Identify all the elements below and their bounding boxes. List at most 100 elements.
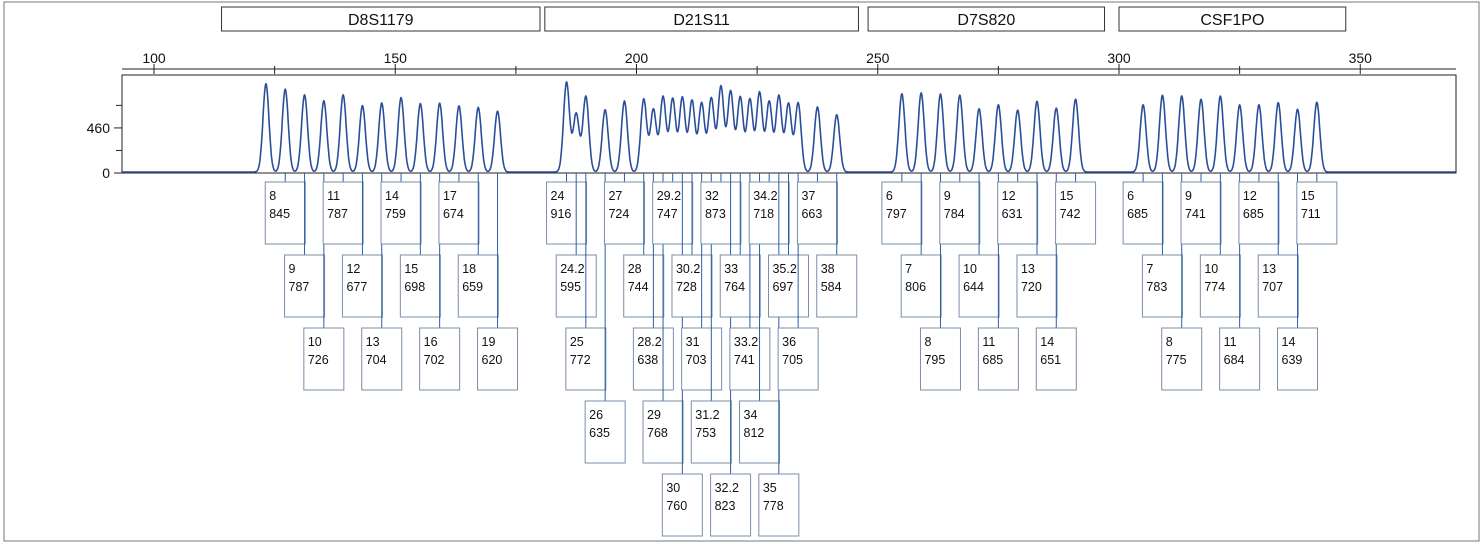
allele-name: 32 bbox=[705, 189, 719, 203]
peak-point bbox=[642, 98, 645, 100]
allele-name: 12 bbox=[1002, 189, 1016, 203]
peak-point bbox=[739, 96, 742, 98]
allele-name: 24.2 bbox=[560, 262, 584, 276]
peak-point bbox=[749, 98, 751, 101]
allele-label-box bbox=[1035, 327, 1077, 391]
allele-name: 12 bbox=[1243, 189, 1257, 203]
allele-label-box bbox=[1257, 254, 1299, 318]
allele-label-box bbox=[739, 400, 781, 464]
allele-name: 10 bbox=[963, 262, 977, 276]
peak-point bbox=[1074, 98, 1077, 101]
allele-label-box bbox=[419, 327, 461, 391]
peak-height: 726 bbox=[308, 353, 329, 367]
peak-point bbox=[380, 102, 383, 104]
allele-name: 24 bbox=[551, 189, 565, 203]
allele-label-box bbox=[438, 181, 480, 245]
peak-point bbox=[419, 102, 422, 105]
peak-height: 703 bbox=[686, 353, 707, 367]
peak-height: 845 bbox=[269, 207, 290, 221]
peak-height: 753 bbox=[695, 426, 716, 440]
peak-height: 685 bbox=[1127, 207, 1148, 221]
peak-point bbox=[604, 108, 606, 111]
marker-range-bars: D8S1179 D21S11 D7S820 CSF1PO bbox=[221, 6, 1347, 32]
allele-name: 14 bbox=[385, 189, 399, 203]
marker-bar bbox=[544, 6, 859, 32]
allele-name: 31 bbox=[686, 335, 700, 349]
allele-name: 28.2 bbox=[637, 335, 661, 349]
peak-height: 724 bbox=[608, 207, 629, 221]
peak-height: 795 bbox=[924, 353, 945, 367]
peak-height: 747 bbox=[657, 207, 678, 221]
peak-point bbox=[939, 93, 942, 95]
allele-label-box bbox=[565, 327, 607, 391]
allele-label-box bbox=[652, 181, 694, 245]
peak-point bbox=[901, 93, 903, 95]
peak-point bbox=[623, 100, 626, 102]
allele-name: 9 bbox=[289, 262, 296, 276]
allele-label-box bbox=[642, 400, 684, 464]
peak-height: 659 bbox=[462, 280, 483, 294]
peak-point bbox=[997, 104, 1000, 106]
allele-name: 32.2 bbox=[715, 481, 739, 495]
allele-label-box bbox=[1016, 254, 1058, 318]
allele-name: 16 bbox=[424, 335, 438, 349]
allele-label-box bbox=[919, 327, 961, 391]
marker-bar bbox=[1118, 6, 1347, 32]
allele-label-box bbox=[767, 254, 809, 318]
allele-label-box bbox=[555, 254, 597, 318]
marker-name: D7S820 bbox=[957, 12, 1015, 29]
peak-point bbox=[1142, 104, 1144, 106]
peak-height: 784 bbox=[944, 207, 965, 221]
peak-height: 759 bbox=[385, 207, 406, 221]
peak-point bbox=[1055, 107, 1058, 110]
peak-point bbox=[652, 108, 655, 111]
allele-name: 35.2 bbox=[772, 262, 796, 276]
allele-label-box bbox=[380, 181, 422, 245]
peak-point bbox=[1180, 95, 1183, 97]
peak-height: 797 bbox=[886, 207, 907, 221]
peak-point bbox=[323, 100, 325, 102]
allele-name: 8 bbox=[269, 189, 276, 203]
x-tick-label: 100 bbox=[142, 50, 166, 66]
allele-name: 35 bbox=[763, 481, 777, 495]
plot-area bbox=[121, 74, 1457, 174]
allele-name: 15 bbox=[1060, 189, 1074, 203]
peak-height: 638 bbox=[637, 353, 658, 367]
allele-name: 30 bbox=[666, 481, 680, 495]
peak-point bbox=[797, 102, 799, 104]
allele-label-box bbox=[1180, 181, 1222, 245]
peak-height: 685 bbox=[982, 353, 1003, 367]
peak-point bbox=[920, 92, 922, 94]
allele-name: 34 bbox=[744, 408, 758, 422]
peak-point bbox=[575, 112, 577, 115]
allele-label-box bbox=[997, 181, 1039, 245]
peak-point bbox=[265, 83, 267, 85]
peak-height: 639 bbox=[1282, 353, 1303, 367]
allele-name: 15 bbox=[404, 262, 418, 276]
x-tick-label: 350 bbox=[1349, 50, 1373, 66]
allele-label-box bbox=[399, 254, 441, 318]
allele-name: 10 bbox=[1204, 262, 1218, 276]
marker-name: D21S11 bbox=[673, 12, 730, 29]
peak-height: 787 bbox=[289, 280, 310, 294]
peak-height: 916 bbox=[551, 207, 572, 221]
allele-label-box bbox=[341, 254, 383, 318]
peak-height: 595 bbox=[560, 280, 581, 294]
allele-label-box bbox=[881, 181, 923, 245]
allele-label-box bbox=[671, 254, 713, 318]
allele-name: 27 bbox=[608, 189, 622, 203]
allele-name: 36 bbox=[782, 335, 796, 349]
allele-label-box bbox=[977, 327, 1019, 391]
allele-name: 18 bbox=[462, 262, 476, 276]
peak-height: 772 bbox=[570, 353, 591, 367]
peak-point bbox=[768, 100, 770, 103]
allele-label-box bbox=[303, 327, 345, 391]
allele-label-box bbox=[632, 327, 674, 391]
allele-label-box bbox=[477, 327, 519, 391]
peak-point bbox=[342, 94, 344, 96]
peak-point bbox=[284, 88, 287, 90]
allele-label-box bbox=[264, 181, 306, 245]
allele-name: 33.2 bbox=[734, 335, 758, 349]
allele-name: 11 bbox=[327, 189, 340, 203]
allele-label-box bbox=[710, 473, 752, 537]
